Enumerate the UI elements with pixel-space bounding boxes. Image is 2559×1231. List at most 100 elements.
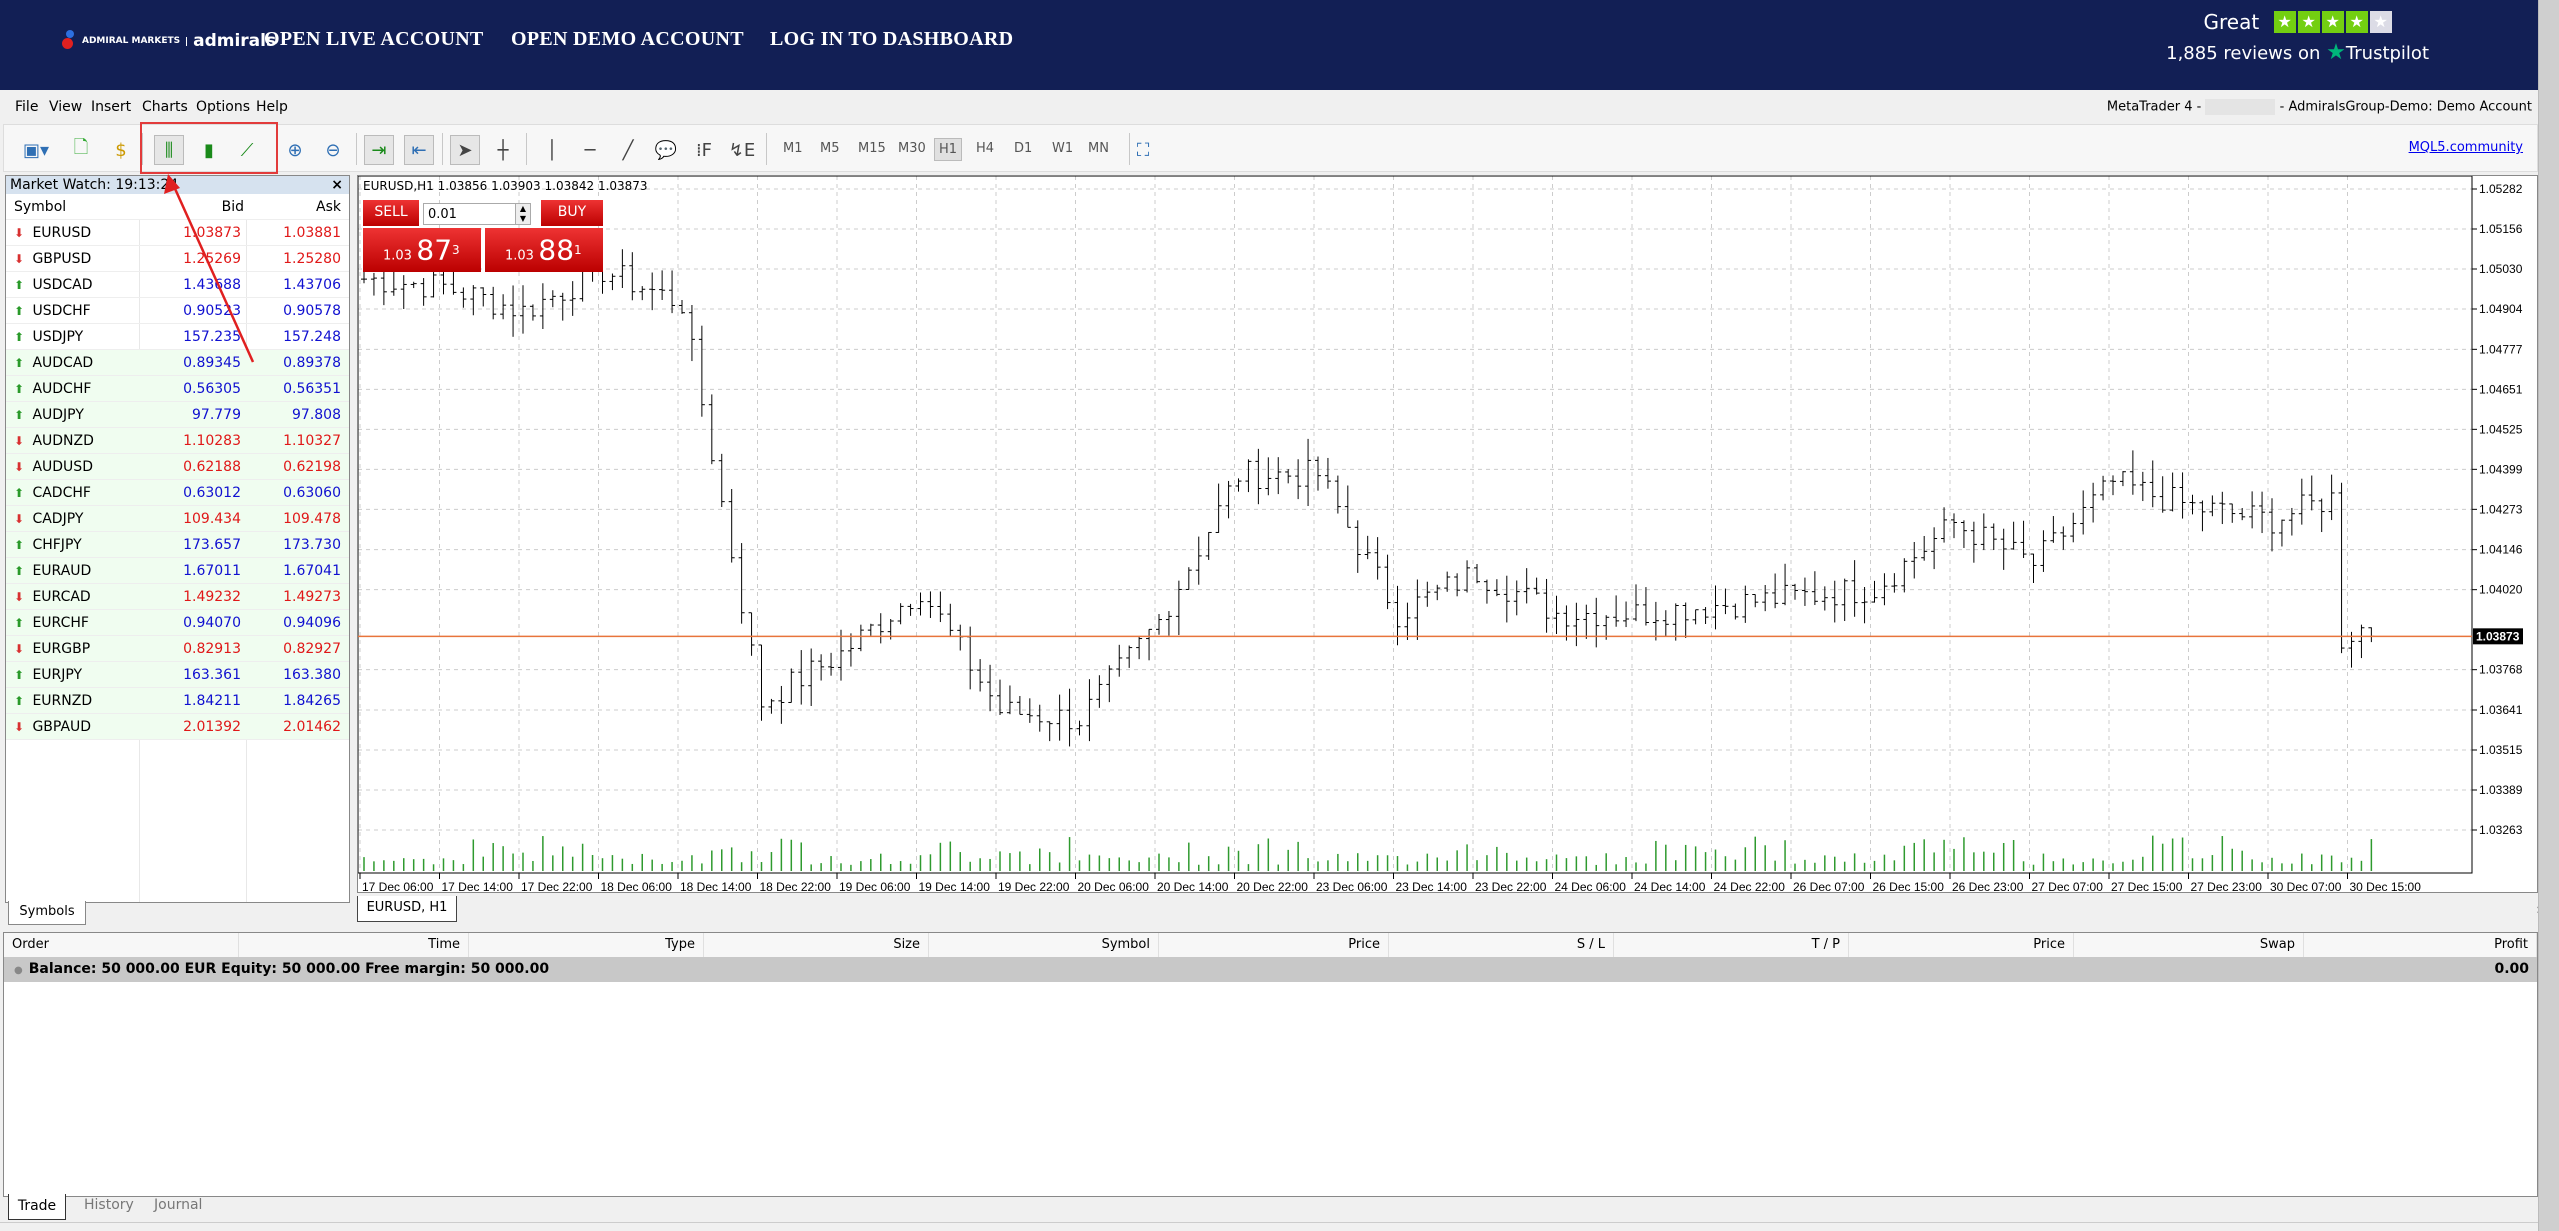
market-watch-row[interactable]: ⬆ USDCHF 0.90523 0.90578 [6,298,349,324]
timeframe-mn[interactable]: MN [1088,141,1109,156]
x-tick-label: 20 Dec 06:00 [1078,880,1150,894]
timeframe-h4[interactable]: H4 [976,141,995,156]
horizontal-line-icon[interactable]: ─ [584,139,596,161]
menu-help[interactable]: Help [256,99,288,115]
menu-file[interactable]: File [15,99,39,115]
column-tp[interactable]: T / P [1614,933,1849,957]
menu-charts[interactable]: Charts [142,99,188,115]
market-watch-row[interactable]: ⬇ GBPAUD 2.01392 2.01462 [6,714,349,740]
column-type[interactable]: Type [469,933,704,957]
vertical-line-icon[interactable]: │ [546,139,558,161]
tab-journal[interactable]: Journal [154,1197,203,1213]
tab-history[interactable]: History [84,1197,134,1213]
market-watch-row[interactable]: ⬇ GBPUSD 1.25269 1.25280 [6,246,349,272]
fullscreen-icon[interactable]: ⛶ [1136,139,1150,161]
arrow-up-icon: ⬆ [14,486,25,500]
timeframe-m5[interactable]: M5 [820,141,840,156]
lot-size-input[interactable] [423,203,523,225]
symbol-cell: ⬆ EURJPY [14,662,82,688]
new-chart-icon[interactable]: ▣▾ [22,139,50,161]
sell-price-prefix: 1.03 [383,248,412,264]
candlestick-chart-icon[interactable]: ▮ [204,139,214,161]
buy-button[interactable]: BUY [541,200,603,226]
market-watch-row[interactable]: ⬆ EURJPY 163.361 163.380 [6,662,349,688]
elliott-icon[interactable]: ↯E [728,139,756,161]
column-sl[interactable]: S / L [1389,933,1614,957]
market-watch-row[interactable]: ⬆ AUDCAD 0.89345 0.89378 [6,350,349,376]
symbol-cell: ⬇ GBPAUD [14,714,91,740]
timeframe-h1[interactable]: H1 [934,138,963,161]
market-watch-row[interactable]: ⬆ CADCHF 0.63012 0.63060 [6,480,349,506]
close-icon[interactable]: × [331,177,343,193]
open-demo-account-link[interactable]: OPEN DEMO ACCOUNT [511,28,744,50]
text-label-icon[interactable]: 💬 [654,139,678,161]
column-symbol[interactable]: Symbol [14,199,67,215]
lot-stepper[interactable]: ▲ ▼ [515,203,531,225]
column-price[interactable]: Price [1159,933,1389,957]
column-profit[interactable]: Profit [2304,933,2537,957]
zoom-out-icon[interactable]: ⊖ [325,139,341,161]
sell-price-button[interactable]: 1.03 873 [363,228,481,272]
market-watch-row[interactable]: ⬆ AUDCHF 0.56305 0.56351 [6,376,349,402]
tab-trade[interactable]: Trade [8,1194,66,1220]
open-live-account-link[interactable]: OPEN LIVE ACCOUNT [264,28,484,50]
fibonacci-icon[interactable]: ⁞F [695,139,713,161]
column-price[interactable]: Price [1849,933,2074,957]
column-ask[interactable]: Ask [316,199,341,215]
timeframe-m15[interactable]: M15 [858,141,886,156]
page-scrollbar[interactable] [2538,0,2559,1231]
templates-icon[interactable]: $ [115,139,127,161]
market-watch-row[interactable]: ⬆ EURNZD 1.84211 1.84265 [6,688,349,714]
market-watch-row[interactable]: ⬆ CHFJPY 173.657 173.730 [6,532,349,558]
market-watch-row[interactable]: ⬇ AUDNZD 1.10283 1.10327 [6,428,349,454]
chart-window[interactable]: 17 Dec 06:00 17 Dec 14:00 17 Dec 22:00 18 D… [357,175,2539,894]
zoom-in-icon[interactable]: ⊕ [287,139,303,161]
menu-options[interactable]: Options [196,99,251,115]
bid-cell: 1.49232 [183,589,241,605]
market-watch-row[interactable]: ⬆ EURCHF 0.94070 0.94096 [6,610,349,636]
balance-row[interactable]: ● Balance: 50 000.00 EUR Equity: 50 000.0… [4,957,2537,982]
cursor-icon[interactable]: ➤ [450,135,480,165]
timeframe-w1[interactable]: W1 [1052,141,1074,156]
sell-button[interactable]: SELL [363,200,419,226]
tab-eurusd-h1[interactable]: EURUSD, H1 [357,896,457,922]
tab-symbols[interactable]: Symbols [8,901,86,925]
column-time[interactable]: Time [239,933,469,957]
trustpilot-widget[interactable]: Great ★ ★ ★ ★ ★ 1,885 reviews on ★Trustpilot [2166,10,2429,65]
column-swap[interactable]: Swap [2074,933,2304,957]
buy-price-button[interactable]: 1.03 881 [485,228,603,272]
log-in-dashboard-link[interactable]: LOG IN TO DASHBOARD [770,28,1014,50]
trendline-icon[interactable]: ╱ [622,139,634,161]
market-watch-row[interactable]: ⬇ CADJPY 109.434 109.478 [6,506,349,532]
bar-chart-icon[interactable]: ⫼ [154,135,184,165]
column-symbol[interactable]: Symbol [929,933,1159,957]
menu-insert[interactable]: Insert [91,99,132,115]
column-order[interactable]: Order [4,933,239,957]
timeframe-d1[interactable]: D1 [1014,141,1033,156]
symbol-cell: ⬆ AUDCHF [14,376,91,402]
market-watch-row[interactable]: ⬇ EURCAD 1.49232 1.49273 [6,584,349,610]
new-profile-icon[interactable]: 🗋 [73,137,89,158]
menu-view[interactable]: View [49,99,83,115]
price-chart[interactable]: 17 Dec 06:00 17 Dec 14:00 17 Dec 22:00 18 D… [358,176,2539,894]
y-tick-label: 1.03768 [2479,663,2523,677]
symbol-cell: ⬆ EURCHF [14,610,89,636]
auto-scroll-icon[interactable]: ⇥ [364,135,394,165]
market-watch-row[interactable]: ⬆ EURAUD 1.67011 1.67041 [6,558,349,584]
crosshair-icon[interactable]: ┼ [497,139,509,161]
line-chart-icon[interactable]: ⟋ [240,139,254,161]
market-watch-row[interactable]: ⬆ USDJPY 157.235 157.248 [6,324,349,350]
mql5-community-link[interactable]: MQL5.community [2408,140,2523,155]
market-watch-row[interactable]: ⬇ AUDUSD 0.62188 0.62198 [6,454,349,480]
market-watch-row[interactable]: ⬆ AUDJPY 97.779 97.808 [6,402,349,428]
column-bid[interactable]: Bid [221,199,244,215]
market-watch-row[interactable]: ⬇ EURGBP 0.82913 0.82927 [6,636,349,662]
admirals-logo[interactable]: ADMIRAL MARKETS admirals [62,30,276,52]
column-size[interactable]: Size [704,933,929,957]
bid-cell: 2.01392 [183,719,241,735]
timeframe-m30[interactable]: M30 [898,141,926,156]
timeframe-m1[interactable]: M1 [783,141,803,156]
arrow-up-icon: ⬆ [14,694,25,708]
chart-shift-icon[interactable]: ⇤ [404,135,434,165]
market-watch-row[interactable]: ⬆ USDCAD 1.43688 1.43706 [6,272,349,298]
